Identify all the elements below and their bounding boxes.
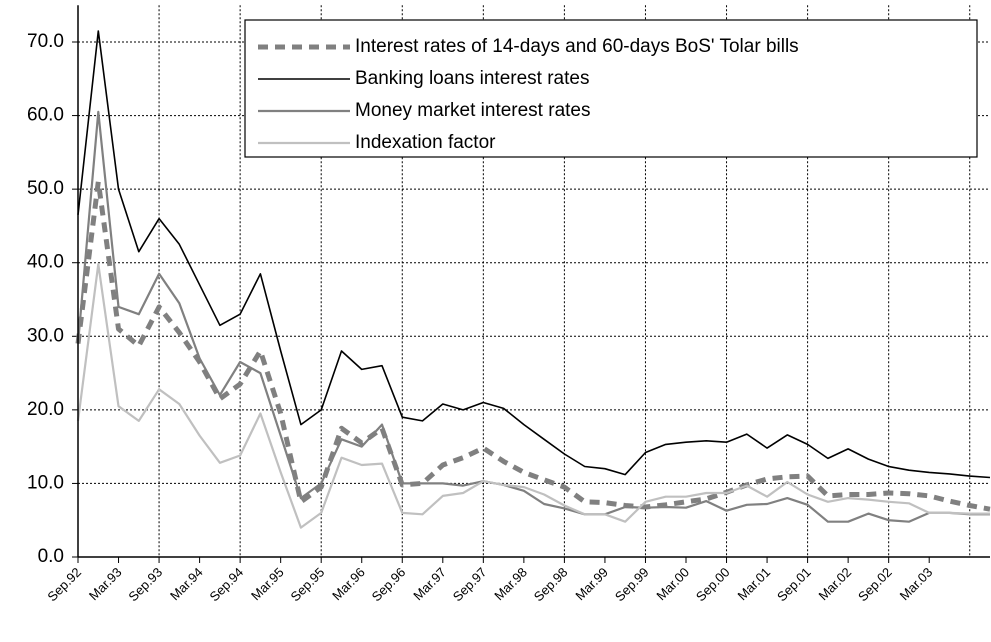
y-tick-label: 0.0: [38, 546, 64, 567]
x-tick-label: Mar.93: [86, 565, 125, 604]
legend-label: Banking loans interest rates: [355, 68, 589, 89]
legend-box: [244, 19, 978, 158]
y-tick-label: 50.0: [27, 178, 64, 199]
legend: Interest rates of 14-days and 60-days Bo…: [244, 19, 978, 158]
y-tick-label: 20.0: [27, 399, 64, 420]
x-tick-label: Sep.99: [612, 565, 652, 605]
x-tick-label: Sep.02: [855, 565, 895, 605]
x-tick-label: Mar.02: [816, 565, 855, 604]
x-tick-label: Sep.94: [207, 565, 247, 605]
x-tick-label: Sep.00: [693, 565, 733, 605]
x-tick-label: Mar.97: [410, 565, 449, 604]
legend-label: Indexation factor: [355, 132, 496, 153]
x-tick-label: Mar.99: [572, 565, 611, 604]
x-tick-label: Sep.92: [44, 565, 84, 605]
x-tick-label: Mar.00: [653, 565, 692, 604]
y-tick-label: 60.0: [27, 105, 64, 126]
x-tick-label: Mar.98: [491, 565, 530, 604]
y-tick-label: 10.0: [27, 472, 64, 493]
x-tick-label: Sep.98: [531, 565, 571, 605]
y-tick-label: 70.0: [27, 31, 64, 52]
x-tick-label: Sep.97: [450, 565, 490, 605]
x-tick-label: Sep.95: [288, 565, 328, 605]
y-tick-label: 40.0: [27, 252, 64, 273]
legend-label: Interest rates of 14-days and 60-days Bo…: [355, 36, 799, 57]
series-line: [77, 30, 991, 479]
x-tick-label: Sep.93: [125, 565, 165, 605]
series-line: [76, 110, 990, 523]
legend-label: Money market interest rates: [355, 100, 590, 121]
series-line: [75, 179, 991, 512]
x-tick-label: Mar.03: [897, 565, 936, 604]
y-tick-label: 30.0: [27, 325, 64, 346]
series-line: [76, 263, 990, 529]
x-tick-label: Mar.95: [248, 565, 287, 604]
x-tick-label: Mar.96: [329, 565, 368, 604]
x-tick-label: Mar.01: [734, 565, 773, 604]
x-tick-label: Sep.01: [774, 565, 814, 605]
x-tick-label: Mar.94: [167, 565, 206, 604]
x-tick-label: Sep.96: [369, 565, 409, 605]
